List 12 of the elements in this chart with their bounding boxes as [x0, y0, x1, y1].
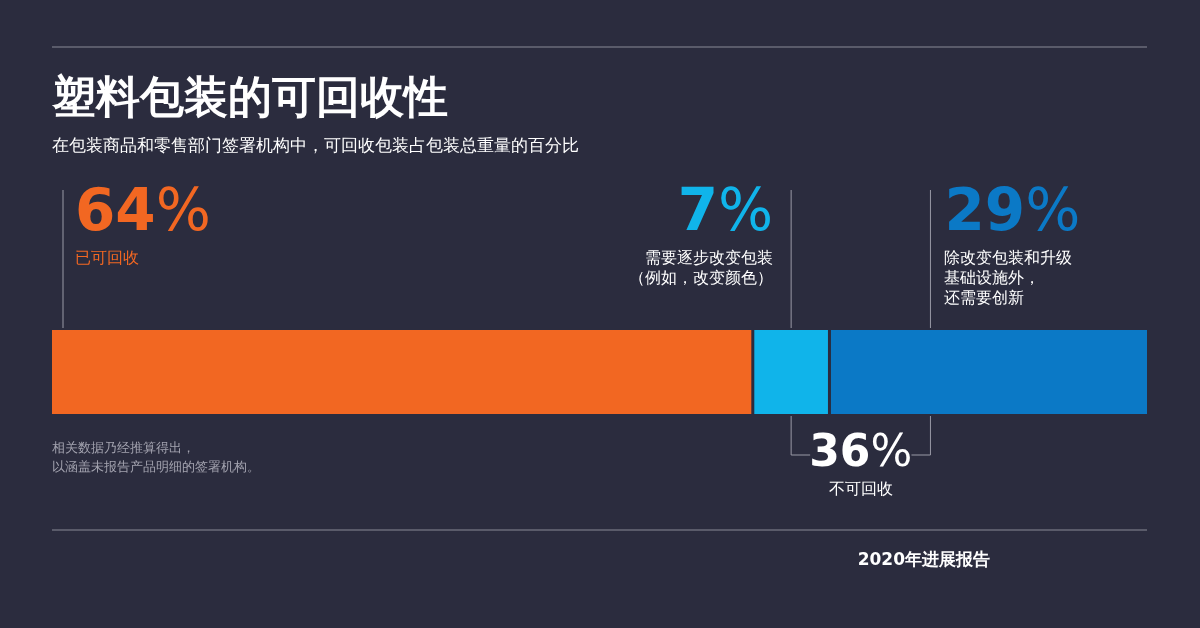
text: 已可回收 — [75, 248, 139, 267]
series-label: 除改变包装和升级基础设施外，还需要创新 — [944, 248, 1073, 307]
chart-subtitle: 在包装商品和零售部门签署机构中，可回收包装占包装总重量的百分比 — [52, 135, 579, 155]
data-label: 29% — [944, 176, 1081, 244]
text: 需要逐步改变包装（例如，改变颜色） — [629, 248, 774, 287]
text: 2020年进展报告 — [857, 549, 990, 569]
data-label: 64% — [75, 176, 211, 244]
chart-title: 塑料包装的可回收性 — [51, 71, 448, 122]
text: 不可回收 — [828, 479, 893, 498]
data-label: 7% — [677, 176, 774, 244]
text: 36% — [809, 425, 913, 476]
text: 相关数据乃经推算得出，以涵盖未报告产品明细的签署机构。 — [52, 440, 260, 474]
